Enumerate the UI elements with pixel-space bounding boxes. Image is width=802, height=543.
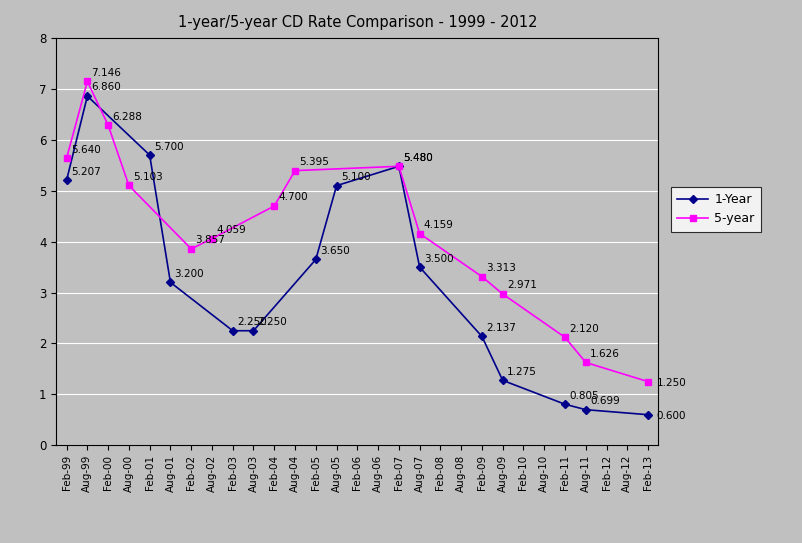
5-year (83, 78, 92, 85)
5-year (124, 182, 134, 189)
1-Year (580, 406, 589, 413)
1-Year (497, 377, 507, 383)
Text: 5.700: 5.700 (154, 142, 183, 151)
Title: 1-year/5-year CD Rate Comparison - 1999 - 2012: 1-year/5-year CD Rate Comparison - 1999 … (177, 15, 537, 30)
Text: 0.805: 0.805 (569, 391, 598, 401)
Line: 1-Year: 1-Year (63, 93, 650, 418)
Text: 3.200: 3.200 (174, 269, 204, 279)
Text: 5.480: 5.480 (403, 153, 432, 163)
Text: 2.971: 2.971 (506, 281, 536, 291)
Text: 2.250: 2.250 (257, 317, 287, 327)
Text: 4.159: 4.159 (423, 220, 453, 230)
5-year (290, 167, 299, 174)
Text: 3.650: 3.650 (319, 246, 350, 256)
5-year (269, 203, 279, 209)
5-year (62, 155, 71, 161)
5-year (497, 291, 507, 297)
1-Year (560, 401, 569, 408)
5-year (415, 230, 424, 237)
Text: 1.275: 1.275 (506, 367, 536, 377)
Text: 5.103: 5.103 (133, 172, 163, 182)
Text: 4.700: 4.700 (278, 192, 308, 203)
Text: 7.146: 7.146 (91, 68, 121, 78)
1-Year (310, 256, 320, 263)
5-year (642, 378, 652, 385)
Text: 5.640: 5.640 (71, 144, 100, 155)
1-Year (144, 152, 154, 159)
1-Year (642, 412, 652, 418)
5-year (394, 163, 403, 169)
Text: 2.120: 2.120 (569, 324, 598, 334)
5-year (476, 273, 486, 280)
1-Year (228, 327, 237, 334)
5-year (103, 122, 113, 128)
Text: 5.207: 5.207 (71, 167, 100, 176)
Text: 2.137: 2.137 (485, 323, 516, 333)
Text: 3.500: 3.500 (423, 254, 453, 263)
Text: 6.860: 6.860 (91, 83, 121, 92)
1-Year (331, 182, 341, 189)
Text: 1.626: 1.626 (589, 349, 619, 359)
Text: 3.313: 3.313 (485, 263, 516, 273)
Text: 3.857: 3.857 (195, 235, 225, 245)
1-Year (476, 333, 486, 340)
Text: 1.250: 1.250 (655, 378, 685, 388)
Text: 0.600: 0.600 (655, 411, 685, 421)
Text: 5.395: 5.395 (299, 157, 329, 167)
Text: 0.699: 0.699 (589, 396, 619, 406)
Text: 5.100: 5.100 (340, 172, 370, 182)
1-Year (62, 177, 71, 184)
1-Year (394, 163, 403, 169)
1-Year (249, 327, 258, 334)
Legend: 1-Year, 5-year: 1-Year, 5-year (670, 187, 760, 231)
1-Year (415, 264, 424, 270)
1-Year (165, 279, 175, 286)
5-year (580, 359, 589, 366)
5-year (560, 334, 569, 340)
Text: 4.059: 4.059 (216, 225, 245, 235)
Line: 5-year: 5-year (63, 79, 650, 384)
Text: 2.250: 2.250 (237, 317, 266, 327)
5-year (186, 245, 196, 252)
1-Year (83, 93, 92, 99)
5-year (207, 235, 217, 242)
Text: 6.288: 6.288 (112, 112, 142, 122)
Text: 5.480: 5.480 (403, 153, 432, 163)
